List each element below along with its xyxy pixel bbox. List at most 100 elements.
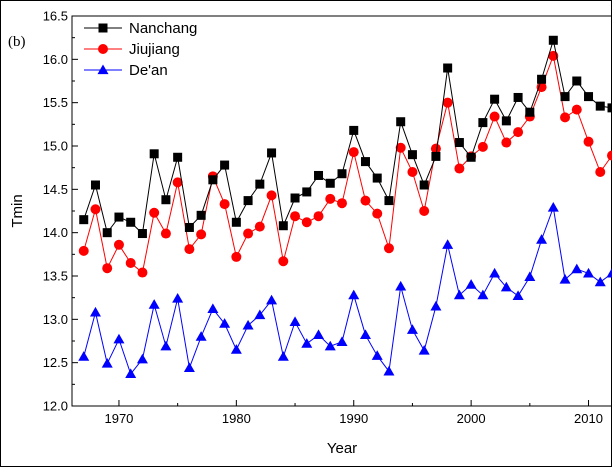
legend: Nanchang Jiujiang De'an [84, 20, 197, 79]
data-point-de-an [101, 358, 113, 368]
data-point-nanchang [255, 179, 265, 189]
data-point-nanchang [90, 180, 100, 190]
data-point-nanchang [525, 107, 535, 117]
data-point-nanchang [419, 180, 429, 190]
data-point-jiujiang [325, 193, 336, 204]
data-point-nanchang [572, 76, 582, 86]
data-point-de-an [418, 345, 430, 355]
data-point-jiujiang [348, 147, 359, 158]
data-point-de-an [395, 280, 407, 291]
data-point-jiujiang [78, 245, 89, 256]
data-point-jiujiang [419, 206, 430, 216]
series-de-an [78, 202, 612, 379]
y-tick-label: 15.5 [43, 95, 68, 110]
data-point-jiujiang [360, 195, 371, 206]
series-jiujiang [78, 50, 612, 278]
data-point-de-an [536, 234, 548, 244]
data-point-nanchang [478, 118, 488, 128]
data-point-jiujiang [607, 150, 612, 161]
x-tick-label: 2000 [457, 411, 486, 426]
data-point-nanchang [466, 152, 476, 162]
y-tick-label: 16.0 [43, 52, 68, 67]
data-point-nanchang [595, 101, 605, 111]
data-point-jiujiang [501, 137, 512, 148]
data-point-jiujiang [313, 211, 324, 222]
data-point-nanchang [173, 152, 183, 162]
series-nanchang [79, 35, 612, 239]
data-point-jiujiang [184, 244, 195, 255]
data-point-de-an [289, 316, 301, 327]
data-point-nanchang [501, 116, 511, 126]
data-point-de-an [313, 329, 325, 340]
data-point-nanchang [126, 217, 136, 227]
y-tick-label: 14.0 [43, 225, 68, 240]
x-axis-title: Year [327, 440, 357, 457]
data-point-nanchang [79, 215, 89, 225]
data-point-nanchang [548, 35, 558, 45]
data-point-jiujiang [536, 82, 547, 93]
data-point-jiujiang [172, 177, 183, 188]
data-point-jiujiang [102, 263, 113, 274]
y-tick-label: 15.0 [43, 139, 68, 154]
data-point-nanchang [396, 117, 406, 127]
data-point-de-an [465, 279, 477, 289]
data-point-nanchang [196, 210, 206, 220]
legend-item-jiujiang: Jiujiang [84, 41, 180, 58]
data-point-jiujiang [395, 142, 406, 153]
x-tick-label: 2010 [574, 411, 603, 426]
data-point-jiujiang [266, 190, 277, 201]
data-point-nanchang [314, 170, 324, 180]
y-tick-label: 13.5 [43, 269, 68, 284]
data-point-de-an [594, 276, 606, 287]
data-point-jiujiang [571, 104, 582, 115]
data-point-de-an [500, 281, 512, 292]
series-layer [78, 35, 612, 379]
legend-marker [98, 23, 108, 33]
data-point-de-an [172, 293, 184, 303]
data-point-de-an [512, 290, 524, 301]
legend-item-de-an: De'an [84, 62, 168, 79]
data-point-jiujiang [290, 211, 301, 222]
data-point-nanchang [431, 151, 441, 161]
data-point-de-an [301, 338, 313, 348]
data-point-de-an [453, 289, 465, 300]
data-point-jiujiang [372, 208, 383, 219]
data-point-jiujiang [513, 127, 524, 138]
data-point-de-an [266, 294, 278, 305]
data-point-jiujiang [595, 167, 606, 177]
legend-item-nanchang: Nanchang [84, 20, 197, 37]
data-point-de-an [254, 309, 266, 320]
data-point-nanchang [220, 160, 230, 170]
data-point-jiujiang [231, 251, 242, 262]
data-point-jiujiang [278, 256, 289, 267]
data-point-de-an [207, 303, 219, 314]
data-point-de-an [277, 351, 289, 361]
data-point-de-an [371, 350, 383, 360]
data-point-jiujiang [560, 112, 571, 123]
data-point-nanchang [290, 193, 300, 203]
data-point-jiujiang [583, 136, 594, 147]
data-point-de-an [78, 351, 90, 361]
x-tick-label: 1990 [339, 411, 368, 426]
y-axis-title: Tmin [9, 194, 26, 227]
data-point-nanchang [337, 169, 347, 179]
legend-marker [97, 64, 109, 75]
data-point-de-an [383, 365, 395, 376]
data-point-nanchang [454, 138, 464, 148]
data-point-jiujiang [219, 199, 230, 210]
data-point-nanchang [349, 125, 359, 135]
data-point-nanchang [137, 229, 147, 239]
data-point-de-an [606, 267, 612, 278]
data-point-jiujiang [454, 163, 465, 174]
data-point-jiujiang [254, 221, 265, 232]
data-point-jiujiang [442, 97, 453, 108]
data-point-nanchang [114, 212, 124, 222]
panel-label: (b) [8, 34, 26, 50]
data-point-jiujiang [337, 198, 347, 209]
data-point-jiujiang [407, 167, 418, 177]
series-line-jiujiang [83, 54, 612, 274]
data-point-nanchang [267, 148, 277, 158]
